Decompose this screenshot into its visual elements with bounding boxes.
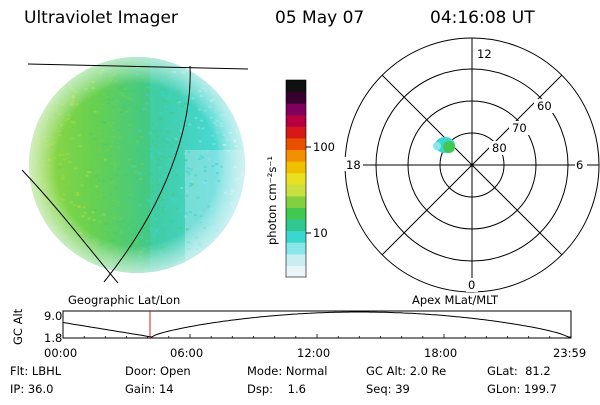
alt-ytick-top: 9.0 <box>44 309 62 323</box>
colorbar-cell <box>286 265 306 278</box>
status-gain-label: Gain: <box>125 382 156 396</box>
altitude-chart: 9.0 1.8 GC Alt 00:00 06:00 12:00 18:00 2… <box>11 308 586 360</box>
status-gcalt: GC Alt: 2.0 Re <box>366 364 446 378</box>
status-glon-label: GLon: <box>487 382 521 396</box>
colorbar-cell <box>286 242 306 255</box>
status-door-value: Open <box>159 364 191 378</box>
mlt-label-18: 18 <box>346 158 361 172</box>
colorbar-cell <box>286 91 306 104</box>
mlt-label-0: 0 <box>468 278 475 292</box>
status-mode-label: Mode: <box>247 364 283 378</box>
colorbar-cell <box>286 114 306 127</box>
colorbar-cell <box>286 80 306 93</box>
status-dsp-label: Dsp: <box>247 382 274 396</box>
altitude-curve <box>62 311 571 338</box>
colorbar-cell <box>286 149 306 162</box>
status-glon-value: 199.7 <box>523 382 557 396</box>
lat-label-80: 80 <box>492 141 507 155</box>
alt-xtick-0: 00:00 <box>44 346 77 360</box>
status-gain: Gain: 14 <box>125 382 174 396</box>
status-glat: GLat: 81.2 <box>487 364 551 378</box>
geo-map-label: Geographic Lat/Lon <box>68 293 180 307</box>
geo-top-line <box>27 63 249 70</box>
status-glat-label: GLat: <box>487 364 518 378</box>
mlt-label-6: 6 <box>576 158 583 172</box>
mlt-label-12: 12 <box>477 47 492 61</box>
aurora-spot-core <box>443 141 455 153</box>
colorbar-cell <box>286 230 306 243</box>
status-ip: IP: 36.0 <box>10 382 53 396</box>
status-flt-value: LBHL <box>31 364 62 378</box>
status-gain-value: 14 <box>158 382 174 396</box>
lat-label-60: 60 <box>537 99 552 113</box>
colorbar-cell <box>286 126 306 139</box>
alt-ytick-bottom: 1.8 <box>44 331 62 345</box>
colorbar-cell <box>286 219 306 232</box>
geo-disk-image <box>21 57 249 284</box>
alt-xtick-2: 12:00 <box>297 346 330 360</box>
status-mode: Mode: Normal <box>247 364 327 378</box>
colorbar-cell <box>286 253 306 266</box>
colorbar-cell <box>286 195 306 208</box>
status-dsp: Dsp: 1.6 <box>247 382 306 396</box>
colorbar-tick-10: 10 <box>313 226 328 240</box>
status-seq: Seq: 39 <box>366 382 410 396</box>
altitude-x-ticks <box>62 334 572 338</box>
status-gcalt-label: GC Alt: <box>366 364 407 378</box>
status-flt-label: Flt: <box>10 364 29 378</box>
time-label: 04:16:08 UT <box>430 8 535 28</box>
date-label: 05 May 07 <box>275 8 364 28</box>
geo-lat-line <box>21 169 119 284</box>
status-door-label: Door: <box>125 364 157 378</box>
colorbar-cell <box>286 137 306 151</box>
altitude-chart-frame <box>62 310 572 339</box>
polar-diag-2 <box>381 74 563 256</box>
status-seq-value: 39 <box>395 382 410 396</box>
status-door: Door: Open <box>125 364 191 378</box>
colorbar-tick-100: 100 <box>313 140 335 154</box>
status-glat-value: 81.2 <box>525 364 551 378</box>
status-gcalt-value: 2.0 Re <box>409 364 447 378</box>
alt-xtick-3: 18:00 <box>424 346 457 360</box>
colorbar-cell <box>286 103 306 116</box>
geo-meridian-line <box>103 65 191 283</box>
colorbar-cell <box>286 184 306 197</box>
polar-plot: 12 18 6 0 60 70 80 <box>343 37 600 293</box>
colorbar-cells <box>286 80 306 278</box>
colorbar-cell <box>286 207 306 220</box>
status-flt: Flt: LBHL <box>10 364 61 378</box>
alt-xtick-1: 06:00 <box>170 346 203 360</box>
status-ip-label: IP: <box>10 382 25 396</box>
status-mode-value: Normal <box>285 364 328 378</box>
instrument-title: Ultraviolet Imager <box>24 8 178 28</box>
status-ip-value: 36.0 <box>27 382 54 396</box>
lat-label-70: 70 <box>512 121 527 135</box>
alt-xtick-4: 23:59 <box>553 346 586 360</box>
status-seq-label: Seq: <box>366 382 392 396</box>
status-dsp-value: 1.6 <box>287 382 306 396</box>
status-glon: GLon: 199.7 <box>487 382 557 396</box>
colorbar-unit-label: photon cm⁻²s⁻¹ <box>265 156 279 245</box>
alt-ylabel: GC Alt <box>11 308 25 345</box>
polar-plot-label: Apex MLat/MLT <box>412 293 499 307</box>
colorbar: 100 10 photon cm⁻²s⁻¹ <box>265 79 335 278</box>
colorbar-cell <box>286 161 306 174</box>
colorbar-cell <box>286 172 306 185</box>
